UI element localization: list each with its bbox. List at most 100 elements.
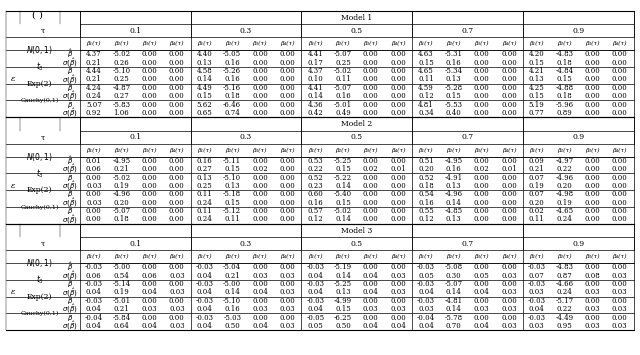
Text: 0.00: 0.00 [363,207,378,215]
Text: 0.57: 0.57 [307,207,323,215]
Text: 0.06: 0.06 [86,165,102,173]
Text: 0.00: 0.00 [584,84,600,92]
Text: Exp(2): Exp(2) [27,80,52,88]
Text: 0.00: 0.00 [252,174,268,181]
Text: 0.00: 0.00 [501,190,517,198]
Text: 0.00: 0.00 [280,165,296,173]
Text: 0.16: 0.16 [307,199,323,207]
Text: 0.00: 0.00 [363,215,378,223]
Text: β₄(τ): β₄(τ) [391,148,406,153]
Text: 5.07: 5.07 [86,100,102,109]
Text: 0.20: 0.20 [529,199,545,207]
Text: $N(0,1)$: $N(0,1)$ [26,44,53,56]
Text: -0.05: -0.05 [306,313,324,322]
Text: ( ): ( ) [32,11,43,20]
Text: 0.00: 0.00 [390,297,406,305]
Text: -5.25: -5.25 [334,157,352,165]
Text: 0.15: 0.15 [529,59,545,67]
Text: 0.00: 0.00 [280,207,296,215]
Text: 0.14: 0.14 [335,272,351,280]
Text: 0.00: 0.00 [474,75,489,83]
Text: 0.00: 0.00 [141,59,157,67]
Text: 0.00: 0.00 [612,165,628,173]
Text: 0.07: 0.07 [529,272,545,280]
Text: 0.19: 0.19 [114,288,129,296]
Text: 0.00: 0.00 [141,280,157,288]
Text: 4.49: 4.49 [196,84,212,92]
Text: ε: ε [11,182,15,190]
Text: β₃(τ): β₃(τ) [585,148,600,153]
Text: β₄(τ): β₄(τ) [502,41,516,46]
Text: 0.15: 0.15 [225,199,240,207]
Text: β₄(τ): β₄(τ) [391,41,406,46]
Text: 0.04: 0.04 [86,288,102,296]
Text: 4.63: 4.63 [418,50,434,58]
Text: 0.23: 0.23 [307,182,323,190]
Text: 0.19: 0.19 [557,199,572,207]
Text: 0.00: 0.00 [252,100,268,109]
Text: 0.03: 0.03 [169,288,185,296]
Text: 0.15: 0.15 [335,165,351,173]
Text: β₁(τ): β₁(τ) [529,148,544,153]
Text: 0.74: 0.74 [225,109,240,117]
Text: 0.00: 0.00 [474,190,489,198]
Text: 0.04: 0.04 [196,322,212,330]
Text: 0.53: 0.53 [307,157,323,165]
Text: 0.00: 0.00 [141,207,157,215]
Text: -5.05: -5.05 [223,50,241,58]
Text: 0.5: 0.5 [351,240,363,248]
Text: 0.87: 0.87 [557,272,572,280]
Text: 0.04: 0.04 [252,288,268,296]
Text: 0.03: 0.03 [474,305,489,313]
Text: β₂(τ): β₂(τ) [114,41,129,46]
Text: 0.03: 0.03 [169,305,185,313]
Text: 0.17: 0.17 [307,59,323,67]
Text: 0.24: 0.24 [557,215,572,223]
Text: -5.01: -5.01 [113,297,131,305]
Text: 0.11: 0.11 [225,215,240,223]
Text: -4.83: -4.83 [556,263,573,271]
Text: 0.02: 0.02 [529,207,545,215]
Text: $N(0,1)$: $N(0,1)$ [26,257,53,269]
Text: 0.04: 0.04 [196,272,212,280]
Text: β₁(τ): β₁(τ) [419,254,433,259]
Text: -6.25: -6.25 [334,313,352,322]
Text: 0.24: 0.24 [196,215,212,223]
Text: 0.00: 0.00 [169,280,185,288]
Text: 0.03: 0.03 [280,305,296,313]
Text: 0.3: 0.3 [240,133,252,141]
Text: β₄(τ): β₄(τ) [280,148,295,153]
Text: -5.00: -5.00 [223,280,241,288]
Text: -0.03: -0.03 [417,263,435,271]
Text: 0.00: 0.00 [363,75,378,83]
Text: 0.13: 0.13 [196,174,212,181]
Text: 0.55: 0.55 [418,207,434,215]
Text: 0.00: 0.00 [474,109,489,117]
Text: 0.70: 0.70 [446,322,461,330]
Text: 0.00: 0.00 [141,100,157,109]
Text: 0.04: 0.04 [307,305,323,313]
Text: 0.21: 0.21 [225,272,240,280]
Text: 0.7: 0.7 [461,27,474,35]
Text: 0.00: 0.00 [280,190,296,198]
Text: β₁(τ): β₁(τ) [197,254,212,259]
Text: $t_3$: $t_3$ [36,61,44,73]
Text: τ: τ [41,27,45,35]
Text: 0.00: 0.00 [584,75,600,83]
Text: β₄(τ): β₄(τ) [170,41,184,46]
Text: β₄(τ): β₄(τ) [280,254,295,259]
Text: β₁(τ): β₁(τ) [86,148,101,153]
Text: 0.00: 0.00 [363,157,378,165]
Text: 0.04: 0.04 [529,305,545,313]
Text: β₄(τ): β₄(τ) [502,148,516,153]
Text: β₃(τ): β₃(τ) [585,254,600,259]
Text: 0.04: 0.04 [390,322,406,330]
Text: -5.07: -5.07 [334,84,352,92]
Text: 4.81: 4.81 [418,100,434,109]
Text: 0.00: 0.00 [501,75,517,83]
Text: 0.00: 0.00 [363,280,378,288]
Text: $\sigma(\hat{\beta})$: $\sigma(\hat{\beta})$ [62,269,77,282]
Text: β₁(τ): β₁(τ) [419,41,433,46]
Text: 0.3: 0.3 [240,240,252,248]
Text: 0.9: 0.9 [572,27,584,35]
